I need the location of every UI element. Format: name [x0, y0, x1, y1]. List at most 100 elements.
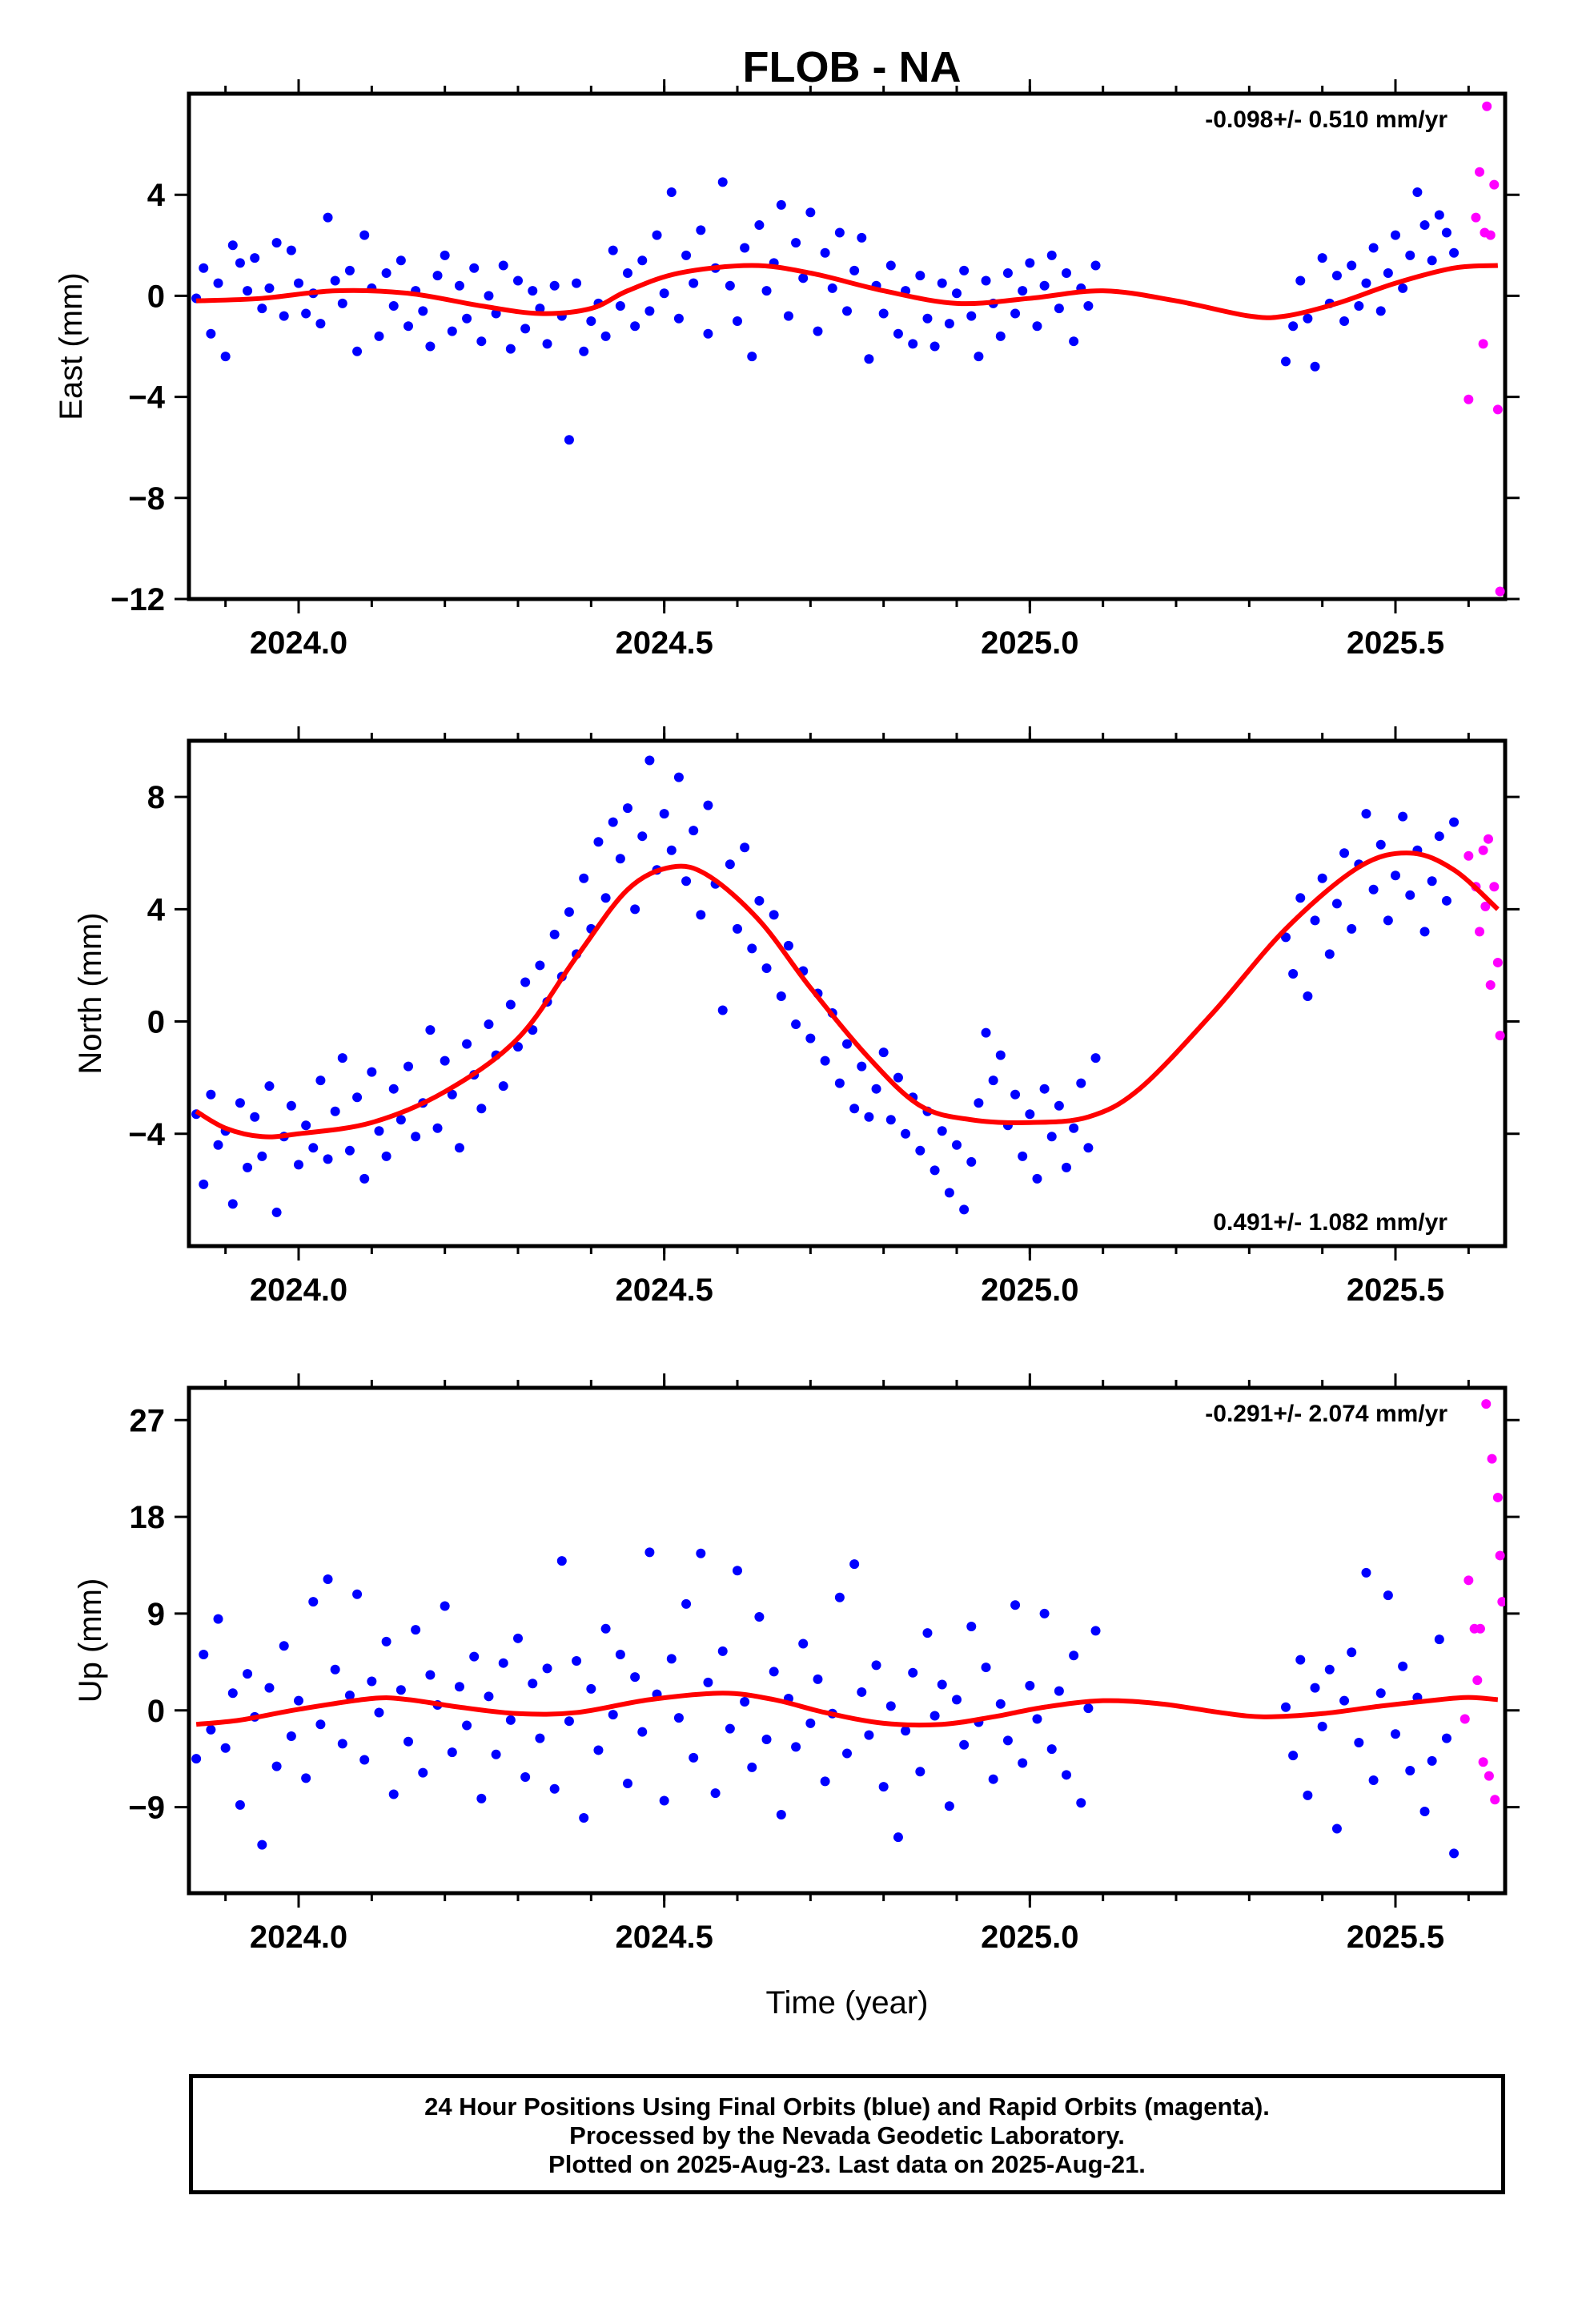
up-final-orbit-point [476, 1793, 487, 1803]
up-final-orbit-point [337, 1739, 347, 1749]
up-final-orbit-point [1434, 1634, 1444, 1645]
north-final-orbit-point [842, 1039, 852, 1049]
east-final-orbit-point [491, 308, 501, 319]
east-final-orbit-point [1310, 361, 1320, 372]
east-final-orbit-point [922, 313, 933, 324]
up-final-orbit-point [981, 1663, 991, 1673]
east-final-orbit-point [1383, 268, 1393, 279]
north-final-orbit-point [644, 755, 655, 766]
east-final-orbit-point [206, 328, 216, 339]
north-final-orbit-point [1419, 927, 1430, 937]
north-final-orbit-point [791, 1019, 801, 1030]
north-x-tick-label: 2024.0 [250, 1273, 347, 1308]
east-data-layer [191, 101, 1505, 597]
east-final-orbit-point [725, 280, 735, 291]
north-final-orbit-point [549, 929, 560, 939]
east-final-orbit-point [1419, 220, 1430, 231]
east-final-orbit-point [535, 304, 545, 314]
up-final-orbit-point [352, 1589, 363, 1599]
east-rapid-orbit-point [1482, 101, 1492, 111]
north-final-orbit-point [849, 1104, 860, 1114]
north-final-orbit-point [1281, 932, 1291, 943]
up-final-orbit-point [1449, 1848, 1460, 1859]
up-final-orbit-point [301, 1773, 311, 1783]
north-rapid-orbit-point [1480, 901, 1491, 911]
east-final-orbit-point [388, 301, 399, 312]
up-final-orbit-point [294, 1695, 303, 1706]
caption-line-dates: Plotted on 2025-Aug-23. Last data on 202… [548, 2150, 1146, 2178]
up-final-orbit-point [922, 1628, 933, 1638]
north-final-orbit-point [593, 837, 604, 847]
north-final-orbit-point [1039, 1084, 1050, 1094]
east-rapid-orbit-point [1492, 404, 1503, 415]
up-x-tick-label: 2024.0 [250, 1920, 347, 1955]
up-final-orbit-point [659, 1795, 669, 1806]
north-final-orbit-point [1069, 1123, 1079, 1133]
up-model-curve [195, 1691, 1499, 1728]
north-final-orbit-point [878, 1047, 889, 1058]
east-final-orbit-point [220, 352, 231, 362]
north-final-orbit-point [330, 1106, 340, 1116]
east-final-orbit-point [615, 301, 625, 312]
east-final-orbit-point [1368, 243, 1379, 253]
east-final-orbit-point [462, 313, 472, 324]
east-final-orbit-point [791, 238, 801, 248]
north-final-orbit-point [623, 803, 632, 814]
north-rapid-orbit-point [1464, 850, 1474, 861]
east-final-orbit-point [1331, 271, 1342, 281]
east-x-tick-label: 2024.0 [250, 625, 347, 661]
east-final-orbit-point [937, 278, 947, 288]
north-final-orbit-point [1310, 915, 1320, 926]
east-final-orbit-point [652, 230, 662, 240]
up-rapid-orbit-point [1464, 1575, 1474, 1586]
east-final-orbit-point [294, 278, 303, 288]
north-final-orbit-point [974, 1098, 984, 1108]
east-final-orbit-point [776, 199, 786, 210]
east-final-orbit-point [549, 280, 560, 291]
east-final-orbit-point [1317, 253, 1327, 263]
east-final-orbit-point [505, 344, 516, 354]
north-final-orbit-point [579, 873, 589, 883]
up-final-orbit-point [813, 1674, 823, 1684]
up-final-orbit-point [1419, 1806, 1430, 1816]
north-final-orbit-point [1010, 1089, 1021, 1100]
east-final-orbit-point [952, 288, 962, 299]
up-final-orbit-point [279, 1641, 289, 1651]
east-y-axis-title: East (mm) [54, 272, 89, 420]
up-final-orbit-point [213, 1614, 223, 1624]
up-final-orbit-point [440, 1601, 450, 1611]
up-final-orbit-point [572, 1656, 582, 1667]
up-final-orbit-point [199, 1649, 209, 1659]
east-final-orbit-point [513, 275, 523, 286]
north-x-tick-label: 2024.5 [615, 1273, 713, 1308]
north-final-orbit-point [1427, 876, 1437, 887]
north-final-orbit-point [769, 910, 779, 920]
up-final-orbit-point [257, 1839, 267, 1850]
up-final-orbit-point [747, 1762, 757, 1772]
up-rapid-orbit-point [1492, 1492, 1503, 1502]
north-final-orbit-point [1046, 1132, 1057, 1142]
up-final-orbit-point [1295, 1655, 1306, 1665]
north-final-orbit-point [315, 1076, 326, 1086]
north-final-orbit-point [725, 859, 735, 870]
east-final-orbit-point [959, 265, 970, 275]
east-final-orbit-point [227, 240, 238, 251]
north-final-orbit-point [930, 1165, 940, 1176]
up-final-orbit-point [1368, 1775, 1379, 1786]
north-final-orbit-point [1383, 915, 1393, 926]
north-final-orbit-point [227, 1199, 238, 1209]
north-final-orbit-point [696, 910, 706, 920]
east-final-orbit-point [878, 308, 889, 319]
up-final-orbit-point [1032, 1714, 1042, 1724]
north-rapid-orbit-point [1475, 927, 1485, 937]
up-final-orbit-point [717, 1646, 728, 1656]
up-rapid-orbit-point [1495, 1550, 1505, 1561]
east-final-orbit-point [1062, 268, 1071, 279]
up-final-orbit-point [323, 1574, 333, 1584]
up-final-orbit-point [1317, 1721, 1327, 1731]
north-final-orbit-point [513, 1042, 523, 1052]
east-plot-frame [187, 91, 1508, 601]
east-final-orbit-point [747, 352, 757, 362]
up-final-orbit-point [776, 1809, 786, 1819]
